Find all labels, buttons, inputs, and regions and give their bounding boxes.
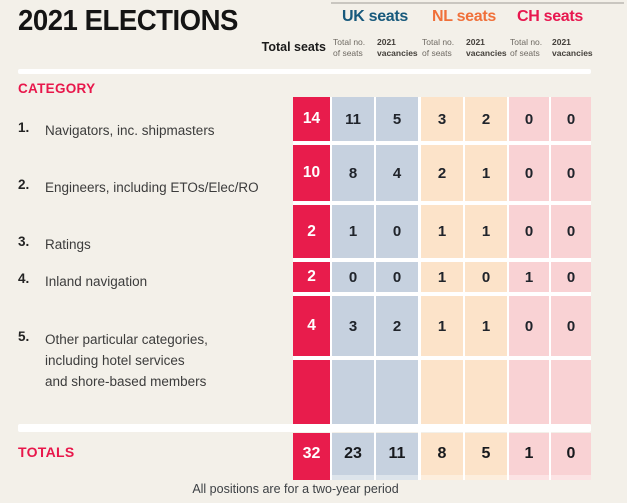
table-row: 14 11 5 3 2 0 0 [293, 97, 591, 141]
cell-uk-vacancies: 0 [392, 268, 402, 286]
row-label: Inland navigation [45, 274, 148, 289]
totals-separator [18, 424, 591, 432]
column-group-nl-seats: NL seats [431, 8, 496, 25]
cell-uk-vacancies: 4 [392, 164, 402, 182]
column-group-ch-seats: CH seats [516, 8, 584, 25]
cell-nl-total: 2 [437, 164, 447, 182]
totals-label: TOTALS [18, 444, 75, 460]
cell-ch-vacancies: 0 [566, 268, 576, 286]
subheader-nl-total-seats: Total no. of seats [422, 37, 455, 58]
totals-ch-vacancies: 0 [566, 445, 576, 462]
cell-total-seats: 2 [307, 222, 316, 240]
cell-ch-vacancies: 0 [566, 317, 576, 335]
cell-ch-total: 0 [524, 317, 534, 335]
totals-row: 32 23 11 8 5 1 0 [293, 433, 591, 475]
row-label: Navigators, inc. shipmasters [45, 123, 215, 138]
cell-total-seats: 14 [302, 110, 321, 127]
cell-ch-vacancies: 0 [566, 223, 576, 240]
subheader-ch-total-seats: Total no. of seats [510, 37, 543, 58]
footer-note: All positions are for a two-year period [192, 482, 399, 496]
cell-ch-vacancies: 0 [566, 164, 576, 182]
cell-total-seats: 10 [302, 164, 321, 181]
total-seats-column-header: Total seats [261, 40, 326, 54]
cell-ch-total: 0 [524, 223, 534, 240]
table-row: 2 1 0 1 1 0 0 [293, 205, 591, 258]
category-heading: CATEGORY [18, 81, 96, 96]
cell-nl-total: 1 [437, 223, 447, 240]
row-divider [293, 141, 591, 145]
cell-ch-total: 1 [524, 268, 534, 286]
cell-nl-vacancies: 2 [481, 110, 491, 128]
header-separator [18, 69, 591, 74]
totals-uk-vacancies: 11 [388, 445, 406, 462]
subheader-nl-2021-vacancies: 2021 vacancies [466, 37, 507, 58]
subheader-uk-total-seats: Total no. of seats [333, 37, 366, 58]
cell-ch-total: 0 [524, 164, 534, 182]
top-rule-divider [331, 2, 624, 4]
totals-nl-total: 8 [437, 445, 447, 462]
column-divider [549, 97, 551, 480]
column-divider [463, 97, 465, 480]
totals-nl-vacancies: 5 [481, 445, 491, 462]
row-number: 2. [18, 177, 30, 192]
cell-uk-total: 8 [348, 164, 358, 182]
column-divider [330, 97, 332, 480]
cell-nl-total: 1 [437, 317, 447, 335]
row-divider [293, 258, 591, 262]
cell-uk-total: 11 [345, 110, 361, 128]
table-row: 2 0 0 1 0 1 0 [293, 262, 591, 292]
row-number: 1. [18, 120, 30, 135]
row-number: 4. [18, 271, 30, 286]
row-divider [293, 356, 591, 360]
column-divider [418, 97, 421, 480]
totals-uk-total: 23 [344, 445, 362, 462]
cell-total-seats: 4 [307, 317, 316, 334]
cell-nl-vacancies: 0 [481, 268, 491, 286]
cell-nl-total: 1 [437, 268, 447, 286]
cell-nl-vacancies: 1 [481, 164, 491, 182]
cell-total-seats: 2 [307, 268, 316, 285]
totals-total-seats: 32 [302, 445, 321, 462]
page-title: 2021 ELECTIONS [18, 5, 238, 37]
table-row: 10 8 4 2 1 0 0 [293, 145, 591, 201]
cell-nl-vacancies: 1 [481, 317, 491, 335]
row-label: Ratings [45, 237, 91, 252]
cell-nl-vacancies: 1 [481, 223, 491, 240]
row-label: Engineers, including ETOs/Elec/RO [45, 180, 259, 195]
cell-nl-total: 3 [437, 110, 447, 128]
cell-uk-vacancies: 5 [392, 110, 402, 128]
column-group-uk-seats: UK seats [341, 8, 409, 25]
column-divider [374, 97, 376, 480]
cell-uk-total: 1 [348, 223, 358, 240]
cell-uk-vacancies: 0 [392, 223, 402, 240]
cell-uk-total: 3 [348, 317, 358, 335]
cell-uk-total: 0 [348, 268, 358, 286]
table-row: 4 3 2 1 1 0 0 [293, 296, 591, 356]
row-number: 3. [18, 234, 30, 249]
subheader-uk-2021-vacancies: 2021 vacancies [377, 37, 418, 58]
row-divider [293, 292, 591, 296]
subheader-ch-2021-vacancies: 2021 vacancies [552, 37, 593, 58]
totals-ch-total: 1 [524, 445, 534, 462]
cell-ch-vacancies: 0 [566, 110, 576, 128]
totals-cell-total-seats [293, 433, 330, 480]
row-label: Other particular categories, including h… [45, 332, 208, 389]
row-divider [293, 201, 591, 205]
cell-uk-vacancies: 2 [392, 317, 402, 335]
column-divider [507, 97, 509, 480]
cell-ch-total: 0 [524, 110, 534, 128]
row-number: 5. [18, 329, 30, 344]
